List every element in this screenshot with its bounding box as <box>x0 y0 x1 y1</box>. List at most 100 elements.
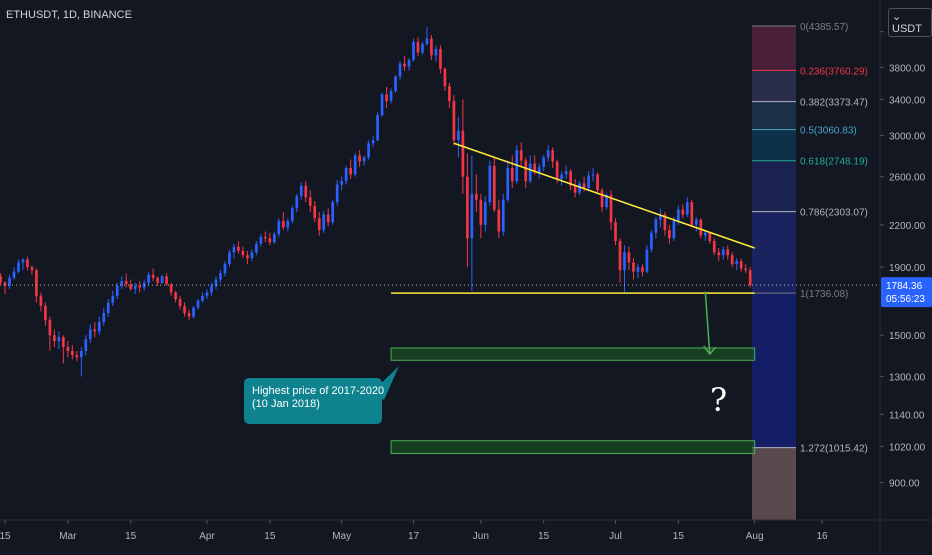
y-tick-label: 3800.00 <box>889 63 926 74</box>
y-tick-label: 3000.00 <box>889 131 926 142</box>
candle-body <box>304 185 308 198</box>
callout-box[interactable]: Highest price of 2017-2020 (10 Jan 2018) <box>244 378 384 424</box>
candle-body <box>573 185 577 193</box>
candle-body <box>196 300 200 308</box>
last-price-tag: 1784.36 05:56:23 <box>881 277 932 308</box>
candle-body <box>726 249 730 256</box>
trendlines[interactable] <box>0 142 880 400</box>
candle-body <box>582 183 586 188</box>
candle-body <box>353 155 357 175</box>
y-tick-label: 1140.00 <box>889 410 925 421</box>
projection-arrow-shaft <box>704 291 711 355</box>
fib-band-0.236 <box>752 70 796 102</box>
x-tick-label: Mar <box>59 531 77 542</box>
candle-body <box>524 160 528 182</box>
candle-body <box>147 274 150 283</box>
candle-body <box>250 252 254 259</box>
candle-body <box>133 285 137 290</box>
currency-label: USDT <box>892 23 922 35</box>
candle-body <box>8 277 11 286</box>
candle-body <box>591 174 595 176</box>
y-tick-label: 1900.00 <box>889 263 926 274</box>
candle-body <box>3 282 7 286</box>
candle-body <box>295 196 299 209</box>
candle-body <box>748 270 752 286</box>
candle-body <box>632 262 635 272</box>
currency-selector[interactable]: ⌄ USDT <box>888 8 932 37</box>
candle-body <box>277 220 281 235</box>
candle-body <box>537 166 541 173</box>
x-tick-label: Aug <box>746 531 764 542</box>
candle-body <box>44 306 47 321</box>
candle-body <box>466 176 469 239</box>
candle-body <box>708 232 712 242</box>
candle-body <box>84 339 88 352</box>
candle-body <box>111 295 115 303</box>
candle-body <box>578 183 581 193</box>
symbol-title[interactable]: ETHUSDT, 1D, BINANCE <box>6 9 132 21</box>
candle-body <box>542 157 546 167</box>
candle-body <box>677 209 680 221</box>
candle-body <box>654 219 658 233</box>
candle-body <box>739 261 743 269</box>
candle-body <box>717 252 721 256</box>
candle-body <box>434 48 438 56</box>
candle-body <box>506 167 510 200</box>
candle-body <box>425 38 429 45</box>
candle-body <box>636 267 640 272</box>
candle-body <box>389 91 393 102</box>
candle-body <box>609 194 613 223</box>
candle-body <box>331 202 335 223</box>
candle-body <box>237 246 240 251</box>
candle-body <box>703 232 707 236</box>
chevron-down-icon: ⌄ <box>892 11 902 23</box>
candle-body <box>627 252 631 263</box>
bar-countdown: 05:56:23 <box>886 294 925 305</box>
fib-band-0.382 <box>752 101 796 130</box>
candle-body <box>35 270 38 296</box>
candle-body <box>623 252 626 271</box>
fib-band-0.786 <box>752 211 796 294</box>
candle-body <box>39 295 43 307</box>
candle-body <box>546 150 550 158</box>
candle-body <box>497 209 501 232</box>
candle-body <box>596 174 599 191</box>
candle-body <box>156 277 159 283</box>
candle-body <box>587 175 590 188</box>
candle-body <box>533 163 537 173</box>
candle-body <box>699 219 703 236</box>
candle-body <box>555 161 559 179</box>
x-tick-label: 15 <box>125 531 137 542</box>
candle-body <box>165 276 168 285</box>
candle-body <box>605 194 608 208</box>
candle-body <box>317 218 321 231</box>
x-tick-label: 16 <box>816 531 828 542</box>
candle-body <box>290 208 294 221</box>
fibonacci-retracement[interactable]: 0(4385.57) 0.236(3760.29) 0.382(3373.47) 0.… <box>752 22 868 520</box>
candle-body <box>106 302 110 314</box>
candle-body <box>443 68 447 87</box>
candle-body <box>344 167 348 182</box>
candle-body <box>228 252 231 265</box>
descending-resistance <box>453 142 755 249</box>
candle-body <box>232 246 236 253</box>
candle-body <box>488 165 492 203</box>
candle-body <box>313 205 317 219</box>
candle-body <box>501 199 505 232</box>
candle-body <box>452 101 456 141</box>
candle-body <box>299 185 303 197</box>
candle-body <box>721 249 725 256</box>
candle-body <box>255 243 258 253</box>
target-zones[interactable] <box>390 347 756 455</box>
candle-body <box>124 281 128 285</box>
candle-body <box>380 94 384 116</box>
candle-body <box>614 222 617 242</box>
candle-body <box>398 63 402 77</box>
candle-body <box>569 171 572 186</box>
y-tick-label: 1500.00 <box>889 331 926 342</box>
candle-body <box>600 190 604 208</box>
candle-body <box>326 214 330 223</box>
